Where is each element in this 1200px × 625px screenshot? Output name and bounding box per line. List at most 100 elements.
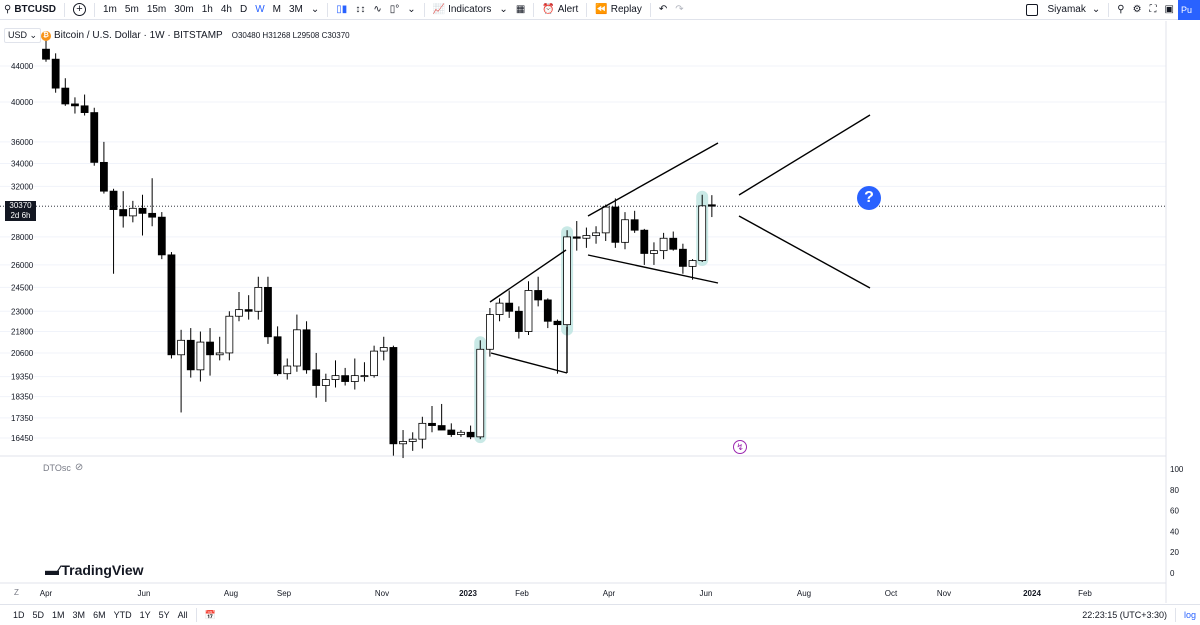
chart-canvas[interactable]: 44000 40000 36000 34000 32000 28000 26000 24500… [0,21,1200,603]
range-all[interactable]: All [177,610,188,620]
candle-body [379,347,388,352]
replay-label: Replay [610,4,642,15]
candle [157,212,166,260]
candle-body [408,438,417,442]
range-3m[interactable]: 3M [72,610,86,620]
interval-15m[interactable]: 15m [146,4,167,15]
candle [138,194,147,236]
range-6m[interactable]: 6M [93,610,106,620]
legend-title[interactable]: Bitcoin / U.S. Dollar · 1W · BITSTAMP [54,30,223,41]
redo-button[interactable]: ↷ [671,0,687,20]
candle [553,319,562,374]
log-scale-toggle[interactable]: log [1183,610,1196,620]
interval-3m[interactable]: 3M [289,4,303,15]
range-5y[interactable]: 5Y [158,610,170,620]
indicators-button[interactable]: 📈 Indicators [429,0,496,20]
chart-type-dropdown[interactable]: ⌄ [403,0,419,20]
candle [582,227,591,248]
replay-button[interactable]: ⏪ Replay [591,0,646,20]
candle [640,228,649,265]
candle [379,336,388,361]
fullscreen-button[interactable]: ⛶ [1146,0,1161,20]
range-1y[interactable]: 1Y [139,610,151,620]
chevron-down-icon: ⌄ [29,30,38,40]
undo-button[interactable]: ↶ [655,0,671,20]
candle [312,352,321,398]
tradingview-logo[interactable]: ▬⁄ TradingView [45,562,144,578]
candle-body [485,314,494,350]
chart-type-line-button[interactable]: ∿ [369,0,385,20]
candle-body [698,205,707,261]
separator [94,2,95,17]
candle [679,243,687,274]
candle-body [601,206,610,234]
candle [225,311,234,361]
chart-grid [0,65,1166,439]
interval-d[interactable]: D [239,4,248,15]
candle [601,204,610,241]
candle [630,210,639,233]
quick-search-button[interactable]: ⚲ [1113,0,1128,20]
indicators-dropdown[interactable]: ⌄ [495,0,511,20]
time-tick-label: Sep [277,589,292,598]
bitcoin-logo-icon: ₿ [41,30,51,41]
range-1d[interactable]: 1D [13,610,25,620]
range-ytd[interactable]: YTD [113,610,132,620]
user-name: Siyamak [1047,4,1086,15]
eye-hidden-icon[interactable]: ⊘ [74,462,84,473]
time-tick-label: 2023 [459,589,477,598]
interval-5m[interactable]: 5m [124,4,139,15]
layouts-button[interactable]: ▦ [512,0,529,20]
interval-w[interactable]: W [255,4,265,15]
time-tick-label: Feb [515,589,529,598]
range-5d[interactable]: 5D [32,610,45,620]
settings-button[interactable]: ⚙ [1129,0,1146,20]
candle [621,212,629,250]
interval-dropdown[interactable]: ⌄ [307,0,323,20]
candle-body [399,441,407,445]
brand-label: TradingView [61,562,144,578]
alert-button[interactable]: ⏰ Alert [538,0,582,20]
price-tick-label: 28000 [11,233,34,242]
lightning-bolt-icon[interactable]: ↯ [733,440,747,454]
compare-button[interactable]: + [69,0,90,20]
legend-ohlc: O30480 H31268 L29508 C30370 [231,31,350,40]
help-question-icon[interactable]: ? [857,186,881,210]
price-tick-label: 19350 [11,373,34,382]
indicator-name[interactable]: DTOsc [43,462,71,473]
candle-body [534,290,543,301]
interval-1h[interactable]: 1h [201,4,213,15]
clock-label[interactable]: 22:23:15 (UTC+3:30) [1082,610,1167,620]
candle-body [650,250,658,254]
chart-type-candles-button[interactable]: ▯▮ [332,0,351,20]
separator [1174,608,1176,622]
candle-body [370,350,379,377]
interval-1m[interactable]: 1m [103,4,117,15]
currency-selector[interactable]: USD ⌄ [4,28,42,43]
candle-body [572,236,581,239]
chart-type-more-button[interactable]: ▯° [386,0,404,20]
interval-4h[interactable]: 4h [220,4,232,15]
interval-30m[interactable]: 30m [174,4,194,15]
zoom-button[interactable]: Z [14,588,19,597]
candle [466,425,475,440]
publish-button[interactable]: Pu [1178,0,1200,20]
candle-body [543,299,552,322]
chevron-down-icon: ⌄ [499,4,508,15]
gear-icon: ⚙ [1132,4,1142,15]
time-tick-label: Oct [885,589,898,598]
date-range-button[interactable]: 📅 [201,605,220,625]
range-1m[interactable]: 1M [52,610,65,620]
candle [563,230,571,332]
quick-search-icon: ⚲ [1117,4,1125,15]
candle-body [360,375,369,378]
bottom-toolbar: 1D 5D 1M 3M 6M YTD 1Y 5Y All 📅 22:23:15 … [0,604,1200,625]
candle [485,307,494,357]
user-menu[interactable]: Siyamak ⌄ [1022,0,1105,20]
chart-type-bars-button[interactable]: ↕↕ [351,0,369,20]
last-price-value: 30370 [9,201,32,210]
snapshot-button[interactable]: ▣ [1161,0,1178,20]
symbol-search[interactable]: ⚲ BTCUSD [0,0,60,20]
candle-body [350,375,359,382]
interval-m[interactable]: M [272,4,281,15]
